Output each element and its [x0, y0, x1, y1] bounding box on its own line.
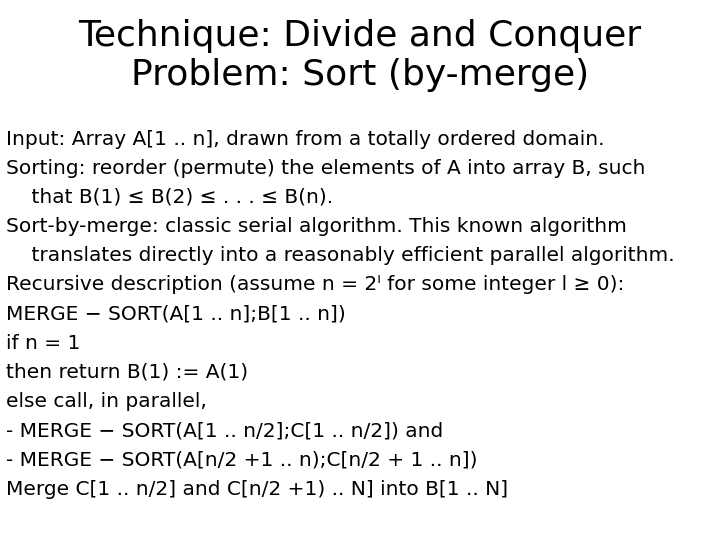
Text: Recursive description (assume n = 2ˡ for some integer l ≥ 0):: Recursive description (assume n = 2ˡ for…: [6, 275, 624, 294]
Text: Technique: Divide and Conquer
Problem: Sort (by-merge): Technique: Divide and Conquer Problem: S…: [78, 19, 642, 92]
Text: Sorting: reorder (permute) the elements of A into array B, such: Sorting: reorder (permute) the elements …: [6, 159, 645, 178]
Text: - MERGE − SORT(A[1 .. n/2];C[1 .. n/2]) and: - MERGE − SORT(A[1 .. n/2];C[1 .. n/2]) …: [6, 421, 443, 440]
Text: Sort-by-merge: classic serial algorithm. This known algorithm: Sort-by-merge: classic serial algorithm.…: [6, 217, 626, 236]
Text: else call, in parallel,: else call, in parallel,: [6, 392, 207, 411]
Text: that B(1) ≤ B(2) ≤ . . . ≤ B(n).: that B(1) ≤ B(2) ≤ . . . ≤ B(n).: [6, 188, 333, 207]
Text: if n = 1: if n = 1: [6, 334, 80, 353]
Text: translates directly into a reasonably efficient parallel algorithm.: translates directly into a reasonably ef…: [6, 246, 675, 265]
Text: then return B(1) := A(1): then return B(1) := A(1): [6, 363, 248, 382]
Text: MERGE − SORT(A[1 .. n];B[1 .. n]): MERGE − SORT(A[1 .. n];B[1 .. n]): [6, 305, 346, 323]
Text: - MERGE − SORT(A[n/2 +1 .. n);C[n/2 + 1 .. n]): - MERGE − SORT(A[n/2 +1 .. n);C[n/2 + 1 …: [6, 450, 477, 469]
Text: Input: Array A[1 .. n], drawn from a totally ordered domain.: Input: Array A[1 .. n], drawn from a tot…: [6, 130, 604, 148]
Text: Merge C[1 .. n/2] and C[n/2 +1) .. N] into B[1 .. N]: Merge C[1 .. n/2] and C[n/2 +1) .. N] in…: [6, 480, 508, 498]
